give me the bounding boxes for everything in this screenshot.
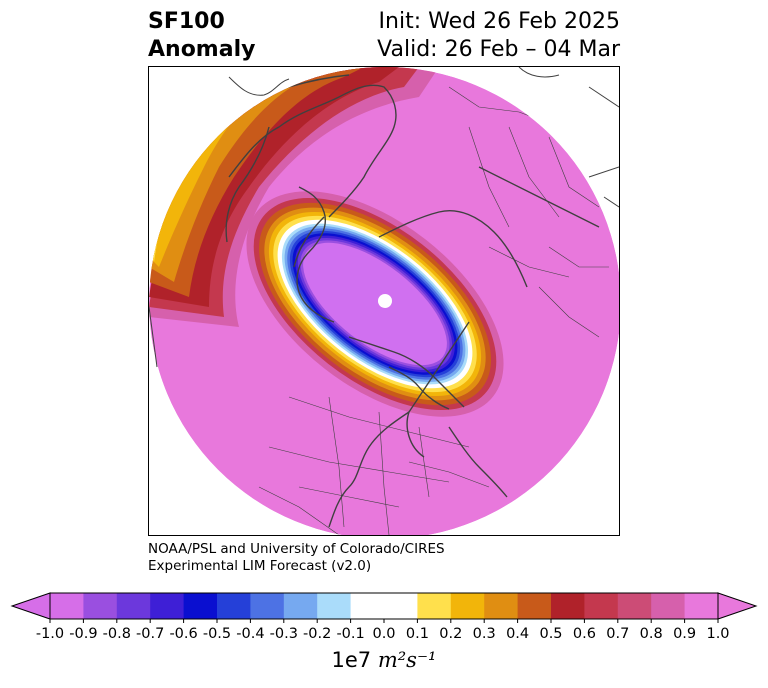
colorbar-swatch <box>50 593 84 619</box>
colorbar-tick-label: 0.3 <box>473 626 496 642</box>
colorbar-tick-label: -0.9 <box>69 626 97 642</box>
colorbar-tick-label: 0.2 <box>439 626 462 642</box>
anomaly-field <box>149 67 619 535</box>
colorbar-swatch <box>517 593 552 619</box>
colorbar-tick-label: 0.0 <box>372 626 395 642</box>
colorbar-over-arrow <box>717 592 758 620</box>
colorbar-swatch <box>450 593 485 619</box>
colorbar-swatch <box>283 593 318 619</box>
unit-math: m²s⁻¹ <box>377 648 437 672</box>
colorbar-swatch <box>651 593 686 619</box>
init-date: Init: Wed 26 Feb 2025 <box>378 9 620 34</box>
colorbar-swatch <box>317 593 352 619</box>
colorbar-swatch <box>83 593 118 619</box>
ridge-band-06 <box>149 67 399 307</box>
colorbar-ticks: -1.0 -0.9 -0.8 -0.7 -0.6 -0.5 -0.4 -0.3 -0.2 -0.1… <box>36 619 730 642</box>
colorbar-swatch <box>551 593 585 619</box>
colorbar-tick-label: 0.1 <box>406 626 429 642</box>
colorbar-swatches <box>10 592 758 620</box>
credit-line1: NOAA/PSL and University of Colorado/CIRE… <box>148 541 445 557</box>
anomaly-map <box>149 67 619 535</box>
colorbar-tick-label: -0.5 <box>203 626 231 642</box>
colorbar-tick-label: -1.0 <box>36 626 64 642</box>
outer-coastlines <box>149 67 619 368</box>
pole-hole <box>378 294 392 308</box>
colorbar-tick-label: 0.8 <box>640 626 663 642</box>
coastlines <box>225 74 600 528</box>
colorbar-swatch <box>183 593 218 619</box>
colorbar-tick-label: 0.9 <box>673 626 696 642</box>
colorbar-swatch <box>217 593 251 619</box>
colorbar-swatch <box>584 593 619 619</box>
colorbar-tick-label: 0.7 <box>606 626 629 642</box>
colorbar-tick-label: 1.0 <box>706 626 729 642</box>
colorbar-swatch <box>617 593 652 619</box>
ridge-band-07 <box>149 67 419 317</box>
product-title: SF100 Anomaly <box>148 8 255 64</box>
political-borders <box>258 86 609 535</box>
colorbar-swatch <box>250 593 285 619</box>
colorbar-tick-label: 0.6 <box>573 626 596 642</box>
colorbar-tick-label: -0.7 <box>136 626 164 642</box>
colorbar-tick-label: -0.8 <box>103 626 131 642</box>
colorbar-swatch <box>350 593 385 619</box>
credit-text: NOAA/PSL and University of Colorado/CIRE… <box>148 541 445 575</box>
colorbar-swatch <box>684 593 719 619</box>
colorbar-tick-label: -0.4 <box>236 626 264 642</box>
colorbar-swatch <box>116 593 151 619</box>
colorbar: -1.0 -0.9 -0.8 -0.7 -0.6 -0.5 -0.4 -0.3 -0.2 -0.1… <box>10 592 758 642</box>
product-title-line2: Anomaly <box>148 37 256 62</box>
colorbar-tick-label: -0.2 <box>303 626 331 642</box>
unit-prefix: 1e7 <box>331 648 378 672</box>
credit-line2: Experimental LIM Forecast (v2.0) <box>148 558 372 574</box>
trough-core <box>303 242 447 366</box>
colorbar-tick-label: 0.4 <box>506 626 529 642</box>
valid-range: Valid: 26 Feb – 04 Mar <box>377 37 620 62</box>
colorbar-tick-label: -0.1 <box>336 626 364 642</box>
map-panel <box>148 66 620 536</box>
colorbar-tick-label: -0.3 <box>270 626 298 642</box>
colorbar-swatch <box>384 593 418 619</box>
colorbar-swatch <box>150 593 185 619</box>
ridge-band-05 <box>149 67 364 297</box>
colorbar-under-arrow <box>10 592 51 620</box>
colorbar-unit-label: 1e7 m²s⁻¹ <box>0 648 768 672</box>
colorbar-tick-label: -0.6 <box>169 626 197 642</box>
colorbar-tick-label: 0.5 <box>539 626 562 642</box>
colorbar-swatch <box>484 593 519 619</box>
colorbar-swatch <box>417 593 452 619</box>
product-title-line1: SF100 <box>148 9 225 34</box>
forecast-dates: Init: Wed 26 Feb 2025 Valid: 26 Feb – 04… <box>377 8 620 64</box>
